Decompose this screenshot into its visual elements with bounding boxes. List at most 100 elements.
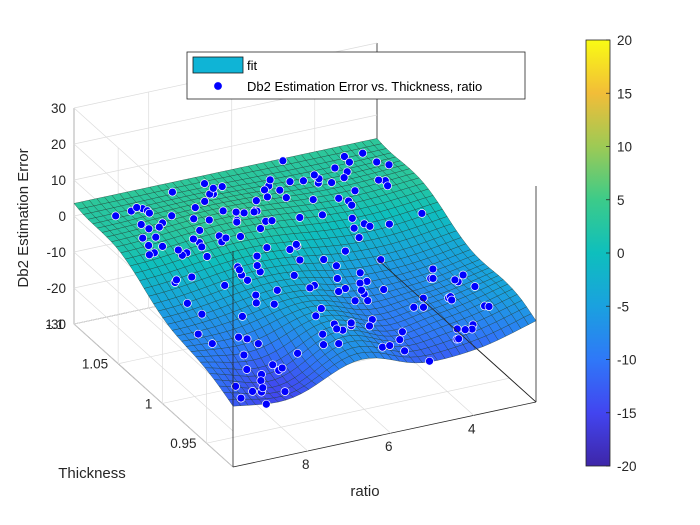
z-tick-label: -10 (46, 245, 66, 260)
data-point (374, 175, 383, 185)
data-point (341, 246, 350, 256)
data-point (350, 296, 360, 306)
data-point (305, 283, 315, 293)
data-point (385, 219, 394, 229)
z-tick-label: 0 (58, 209, 66, 224)
data-point (236, 393, 246, 403)
data-point (251, 298, 261, 308)
colorbar-tick-label: -5 (617, 299, 629, 314)
colorbar-tick-label: 15 (617, 86, 632, 101)
data-point (187, 272, 197, 282)
data-point (136, 220, 146, 229)
x-tick-label: 8 (302, 457, 310, 472)
data-point (151, 232, 161, 242)
data-point (239, 208, 249, 218)
legend-entry-fit: fit (247, 58, 258, 73)
data-point (454, 334, 464, 344)
colorbar-tick-label: -15 (617, 406, 637, 421)
data-point (458, 270, 468, 280)
data-point (419, 302, 428, 312)
data-point (197, 242, 207, 252)
z-axis-label: Db2 Estimation Error (15, 148, 32, 287)
data-point (168, 187, 177, 197)
data-point (200, 179, 209, 188)
x-axis-label: ratio (350, 483, 379, 500)
data-point (272, 285, 282, 295)
data-point (253, 339, 263, 349)
data-point (316, 304, 326, 313)
data-point (318, 329, 328, 339)
data-point (460, 325, 470, 335)
data-point (232, 217, 242, 227)
data-point (265, 175, 275, 185)
grid-line (73, 114, 378, 181)
data-point (418, 293, 428, 303)
data-point (281, 193, 291, 203)
data-point (262, 243, 272, 252)
data-point (332, 261, 341, 271)
grid-line (206, 377, 510, 444)
x-tick-label: 4 (468, 421, 476, 436)
data-point (285, 177, 295, 187)
data-point (383, 181, 392, 191)
data-point (238, 312, 247, 321)
data-point (428, 264, 438, 274)
surface-patch (227, 399, 241, 407)
data-point (248, 387, 257, 396)
data-point (378, 342, 387, 352)
colorbar-ticks: 20 15 10 5 0 -5 -10 -15 -20 (606, 33, 637, 474)
y-axis-label: Thickness (58, 465, 126, 482)
data-point (132, 203, 142, 212)
data-point (263, 192, 272, 202)
data-point (243, 275, 252, 285)
data-point (204, 215, 214, 225)
data-point (189, 234, 198, 244)
data-point (308, 195, 318, 204)
colorbar-tick-label: -10 (617, 353, 637, 368)
data-point (231, 381, 240, 391)
data-point (347, 200, 357, 210)
x-tick-label: 6 (385, 439, 393, 454)
data-point (277, 363, 287, 373)
legend-fit-swatch (192, 56, 244, 74)
data-point (269, 299, 279, 309)
data-point (295, 255, 305, 265)
data-point (398, 327, 407, 337)
y-tick-label: 1.05 (82, 357, 108, 372)
data-point (363, 296, 373, 306)
data-point (309, 170, 319, 180)
data-point (349, 223, 359, 233)
data-point (293, 348, 302, 358)
data-point (242, 334, 252, 344)
data-point (207, 339, 217, 348)
data-point (167, 211, 177, 221)
data-point (355, 278, 365, 288)
colorbar-tick-label: 20 (617, 33, 632, 48)
data-point (299, 176, 308, 186)
data-point (376, 255, 386, 265)
y-tick-label: 1 (145, 396, 153, 411)
data-point (450, 275, 460, 285)
data-point (158, 242, 167, 251)
data-point (154, 222, 164, 232)
data-point (289, 271, 299, 280)
data-points (111, 148, 494, 409)
legend-entry-data: Db2 Estimation Error vs. Thickness, rati… (247, 79, 482, 94)
data-point (291, 240, 301, 249)
data-point (261, 399, 271, 409)
data-point (332, 324, 342, 334)
data-point (235, 265, 244, 275)
data-point (334, 287, 343, 296)
data-point (484, 302, 494, 311)
data-point (340, 152, 349, 161)
z-tick-label: 20 (51, 137, 66, 152)
data-point (275, 185, 285, 195)
data-point (365, 221, 375, 231)
colorbar: 20 15 10 5 0 -5 -10 -15 -20 (585, 33, 637, 474)
legend-marker (213, 81, 223, 91)
data-point (190, 203, 200, 212)
data-point (144, 224, 154, 234)
data-point (417, 209, 427, 218)
data-point (197, 309, 207, 319)
legend: fit Db2 Estimation Error vs. Thickness, … (186, 51, 526, 100)
